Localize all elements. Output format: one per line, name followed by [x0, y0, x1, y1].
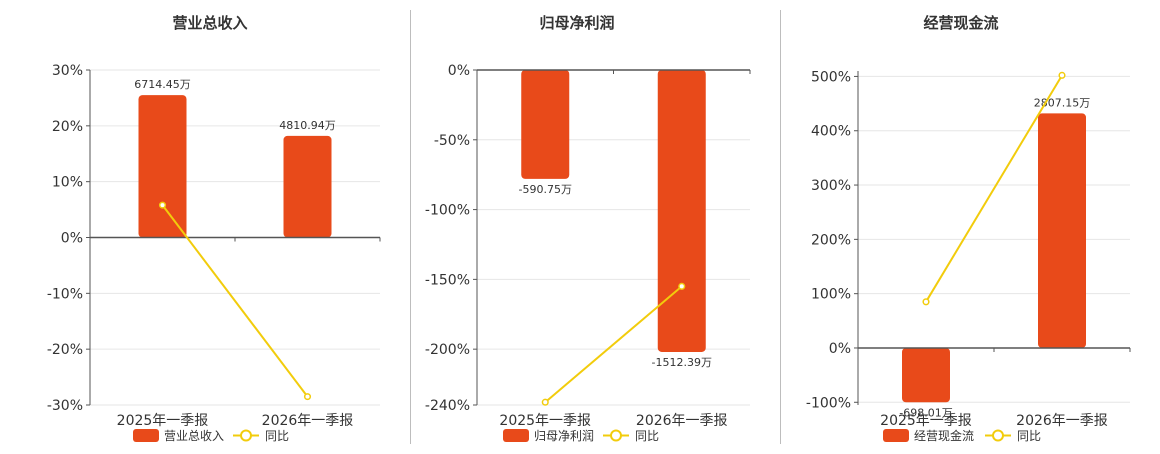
legend-line-marker — [240, 429, 252, 442]
legend-label: 同比 — [635, 429, 659, 443]
legend-label: 同比 — [1017, 429, 1041, 443]
chart-panel-revenue: 营业总收入 30% 20% 10% 0% -10% -20% -30% 6714.45万 4810… — [0, 0, 410, 450]
x-category-label: 2026年一季报 — [262, 413, 354, 429]
y-tick-label: 100% — [811, 287, 851, 303]
y-tick-label: 30% — [52, 63, 83, 79]
y-tick-label: 20% — [52, 119, 83, 135]
x-category-label: 2026年一季报 — [1016, 413, 1108, 429]
y-tick-label: 0% — [448, 63, 470, 79]
bar-data-label: -590.75万 — [519, 183, 572, 196]
legend: 经营现金流 同比 — [883, 428, 1041, 443]
yoy-point — [158, 201, 167, 209]
bar — [283, 135, 332, 238]
bar-data-label: 4810.94万 — [279, 119, 336, 132]
yoy-point — [678, 282, 686, 290]
legend-label: 营业总收入 — [164, 429, 224, 443]
y-tick-label: -20% — [47, 342, 83, 358]
bar — [657, 70, 706, 352]
legend-line-marker — [610, 429, 622, 442]
y-tick-label: -150% — [425, 272, 470, 288]
y-tick-label: -50% — [434, 133, 470, 149]
x-category-label: 2025年一季报 — [880, 413, 972, 429]
bar — [902, 347, 950, 403]
y-tick-label: 0% — [61, 231, 83, 247]
panel-divider — [780, 10, 781, 444]
bar — [1038, 113, 1086, 348]
legend-bar-swatch — [883, 429, 909, 442]
chart-panel-cash-flow: 经营现金流 500% 400% 300% 200% 100% 0% -100% -698.01万… — [781, 0, 1160, 450]
chart-title: 经营现金流 — [923, 14, 998, 32]
yoy-line — [925, 74, 1063, 303]
bar — [138, 95, 187, 238]
x-category-label: 2025年一季报 — [499, 413, 591, 429]
y-tick-label: -240% — [425, 398, 470, 414]
chart-panel-net-profit: 归母净利润 0% -50% -100% -150% -200% -240% -590.75万 -… — [411, 0, 780, 450]
y-tick-label: -200% — [425, 342, 470, 358]
legend-bar-swatch — [503, 429, 529, 442]
revenue-chart: 营业总收入 30% 20% 10% 0% -10% -20% -30% 6714.45万 4810… — [47, 14, 381, 443]
bar-data-label: 6714.45万 — [134, 78, 191, 91]
y-tick-label: 400% — [811, 124, 851, 140]
legend-bar-swatch — [133, 429, 159, 442]
y-tick-label: 0% — [829, 341, 851, 357]
x-category-label: 2026年一季报 — [636, 413, 728, 429]
y-tick-label: -100% — [806, 395, 851, 411]
y-tick-label: 300% — [811, 178, 851, 194]
cash-flow-chart: 经营现金流 500% 400% 300% 200% 100% 0% -100% -698.01万… — [806, 14, 1131, 443]
chart-title: 归母净利润 — [539, 14, 614, 32]
y-tick-label: -10% — [47, 286, 83, 302]
yoy-point — [541, 398, 549, 406]
y-tick-label: -30% — [47, 398, 83, 414]
yoy-line — [544, 285, 683, 403]
yoy-point — [1058, 71, 1066, 79]
legend: 归母净利润 同比 — [503, 429, 659, 443]
panel-divider — [410, 10, 411, 444]
y-tick-label: 500% — [811, 69, 851, 85]
bar — [521, 70, 570, 179]
net-profit-chart: 归母净利润 0% -50% -100% -150% -200% -240% -590.75万 -… — [425, 14, 751, 443]
legend-line-marker — [992, 429, 1004, 442]
chart-title: 营业总收入 — [172, 14, 247, 32]
bar-data-label: -698.01万 — [899, 406, 952, 419]
legend-label: 归母净利润 — [534, 429, 594, 443]
legend-label: 同比 — [265, 429, 289, 443]
x-category-label: 2025年一季报 — [117, 413, 209, 429]
y-tick-label: -100% — [425, 203, 470, 219]
bar-data-label: -1512.39万 — [652, 356, 712, 369]
yoy-point — [922, 298, 930, 306]
yoy-line — [161, 204, 309, 398]
legend-label: 经营现金流 — [914, 428, 974, 443]
y-tick-label: 200% — [811, 232, 851, 248]
y-tick-label: 10% — [52, 175, 83, 191]
legend: 营业总收入 同比 — [133, 429, 289, 443]
yoy-point — [303, 393, 312, 401]
